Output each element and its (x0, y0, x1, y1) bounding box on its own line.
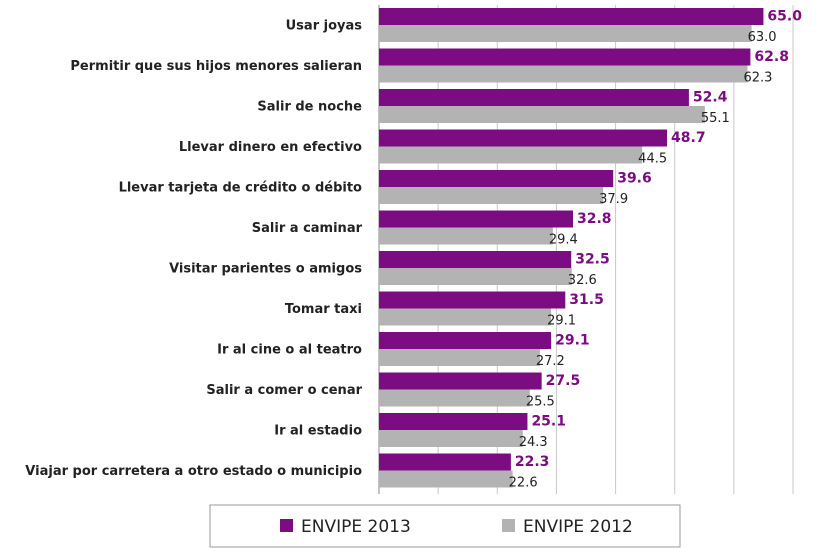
value-label: 55.1 (701, 111, 730, 126)
value-label: 22.6 (509, 476, 538, 491)
category-label: Salir de noche (257, 100, 362, 115)
bar (379, 413, 528, 430)
value-label: 24.3 (519, 435, 548, 450)
legend-label: ENVIPE 2012 (523, 517, 633, 537)
legend-swatch (280, 519, 293, 532)
bar (379, 291, 566, 309)
value-label: 22.3 (515, 454, 550, 470)
category-label: Visitar parientes o amigos (169, 262, 362, 277)
value-label: 32.5 (575, 252, 610, 268)
bar (379, 48, 751, 66)
bar (379, 187, 604, 204)
legend-swatch (502, 519, 515, 532)
category-label: Llevar dinero en efectivo (179, 140, 362, 155)
category-label: Ir al estadio (274, 424, 362, 439)
category-label: Salir a comer o cenar (206, 383, 362, 398)
bar (379, 349, 540, 366)
bar (379, 146, 643, 164)
bar (379, 308, 552, 326)
value-label: 29.4 (549, 233, 578, 248)
category-label: Tomar taxi (285, 302, 362, 317)
category-label: Usar joyas (286, 19, 363, 34)
bar (379, 170, 614, 187)
bar (379, 470, 513, 488)
bar (379, 372, 542, 390)
bar (379, 89, 689, 106)
value-label: 29.1 (547, 314, 576, 329)
legend-label: ENVIPE 2013 (301, 517, 411, 537)
bar (379, 129, 668, 147)
bar (379, 8, 764, 25)
category-label: Ir al cine o al teatro (217, 343, 362, 358)
bar (379, 251, 572, 268)
value-label: 25.1 (531, 414, 566, 430)
bar (379, 389, 530, 407)
value-label: 27.2 (536, 354, 565, 369)
value-label: 27.5 (546, 373, 581, 389)
bar (379, 210, 573, 228)
bar (379, 65, 748, 83)
bar (379, 268, 572, 285)
value-label: 39.6 (617, 171, 652, 187)
value-label: 63.0 (748, 30, 777, 45)
bar (379, 453, 511, 471)
value-label: 48.7 (671, 130, 706, 146)
category-label: Salir a caminar (252, 221, 363, 236)
value-label: 32.8 (577, 211, 612, 227)
value-label: 32.6 (568, 273, 597, 288)
value-label: 65.0 (767, 9, 802, 25)
value-label: 31.5 (569, 292, 604, 308)
bar (379, 332, 552, 349)
category-label: Llevar tarjeta de crédito o débito (119, 181, 362, 196)
bar (379, 430, 523, 447)
value-label: 52.4 (693, 90, 728, 106)
bar (379, 106, 705, 123)
value-label: 37.9 (599, 192, 628, 207)
value-label: 62.3 (743, 71, 772, 86)
value-label: 62.8 (754, 49, 789, 65)
bar (379, 25, 752, 42)
category-label: Viajar por carretera a otro estado o mun… (25, 464, 362, 479)
value-label: 29.1 (555, 333, 590, 349)
value-label: 25.5 (526, 395, 555, 410)
bar (379, 227, 553, 245)
category-label: Permitir que sus hijos menores salieran (70, 59, 362, 74)
value-label: 44.5 (638, 152, 667, 167)
